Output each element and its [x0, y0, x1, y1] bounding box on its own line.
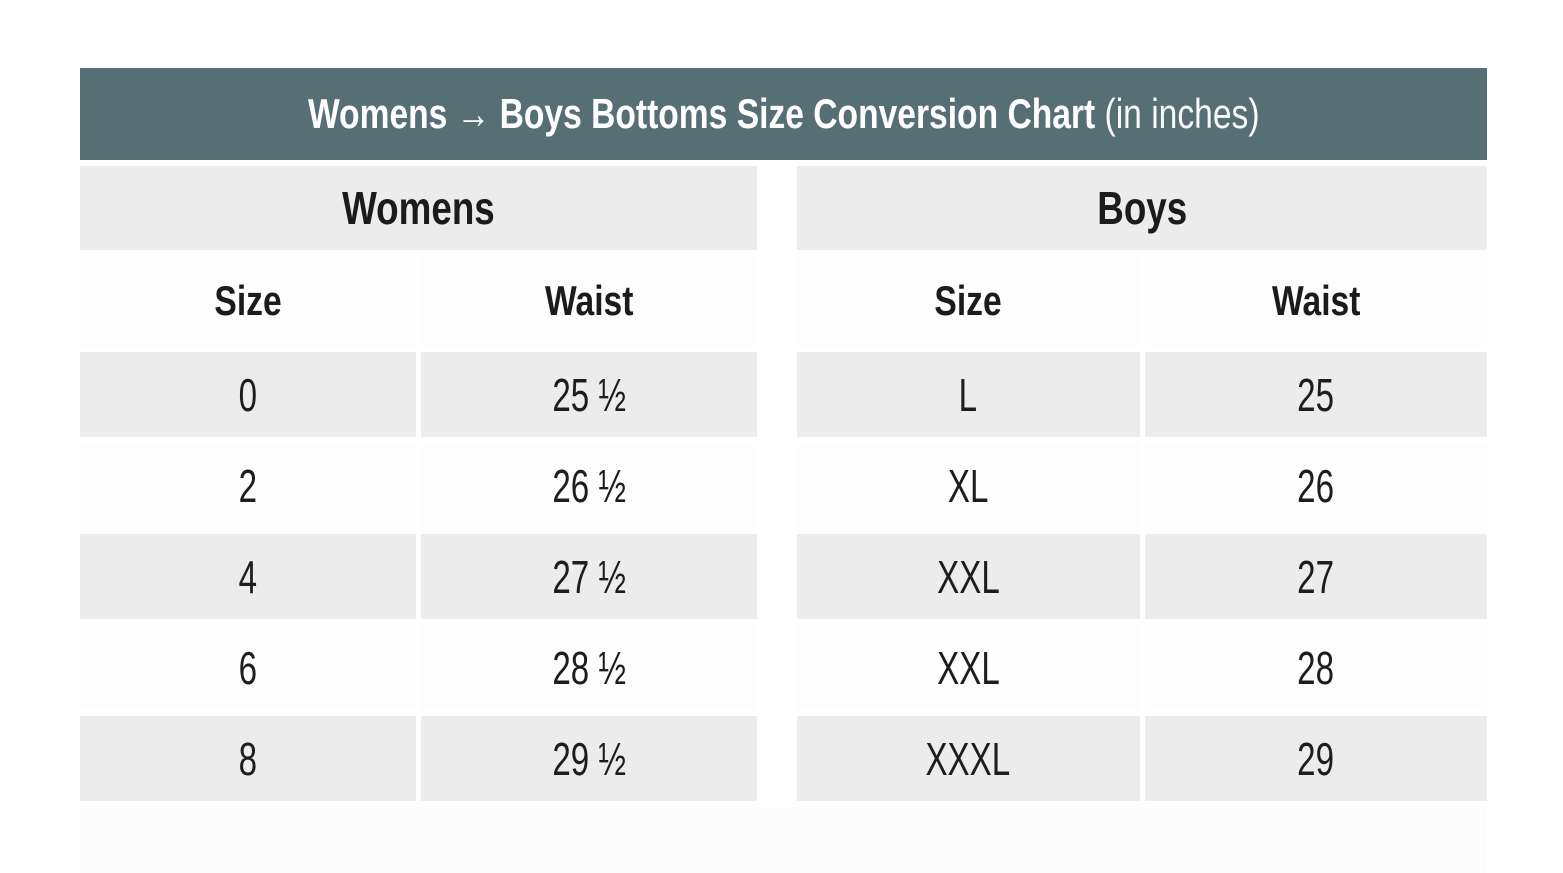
womens-size-cell: 0	[80, 352, 416, 437]
cell-value: 26 ½	[552, 459, 626, 512]
womens-size-header-cell: Size	[80, 256, 416, 346]
cell-value: 29 ½	[552, 732, 626, 785]
boys-size-cell: XXL	[797, 534, 1140, 619]
boys-waist-header-cell: Waist	[1144, 256, 1487, 346]
womens-waist-cell: 25 ½	[421, 352, 757, 437]
boys-waist-cell: 29	[1144, 716, 1487, 801]
footer-strip	[80, 807, 1487, 873]
chart-title: Womens → Boys Bottoms Size Conversion Ch…	[307, 90, 1095, 137]
womens-waist-cell: 29 ½	[421, 716, 757, 801]
cell-value: 8	[238, 732, 258, 785]
boys-waist-cell: 26	[1144, 443, 1487, 528]
boys-group-label: Boys	[1096, 182, 1187, 234]
cell-value: 0	[238, 368, 258, 421]
section-womens: Womens Size Waist 0 25 ½ 2	[80, 166, 757, 807]
womens-group-header: Womens	[80, 166, 757, 250]
table-row: XXL 27	[797, 534, 1487, 619]
cell-value: 28 ½	[552, 641, 626, 694]
boys-data-rows: L 25 XL 26 XXL 27 XXL 28	[797, 352, 1487, 801]
chart-title-bar: Womens → Boys Bottoms Size Conversion Ch…	[80, 68, 1487, 160]
womens-waist-cell: 28 ½	[421, 625, 757, 710]
boys-waist-cell: 27	[1144, 534, 1487, 619]
cell-value: 29	[1297, 732, 1335, 785]
table-row: XXL 28	[797, 625, 1487, 710]
table-row: 2 26 ½	[80, 443, 757, 528]
womens-size-cell: 6	[80, 625, 416, 710]
boys-size-cell: XXXL	[797, 716, 1140, 801]
womens-waist-cell: 26 ½	[421, 443, 757, 528]
table-row: XL 26	[797, 443, 1487, 528]
table-row: 4 27 ½	[80, 534, 757, 619]
table-row: 8 29 ½	[80, 716, 757, 801]
chart-title-line: Womens → Boys Bottoms Size Conversion Ch…	[308, 90, 1260, 138]
cell-value: 6	[238, 641, 258, 694]
cell-value: XXL	[936, 550, 1000, 603]
chart-body: Womens Size Waist 0 25 ½ 2	[80, 166, 1487, 807]
cell-value: XXXL	[925, 732, 1011, 785]
table-row: 0 25 ½	[80, 352, 757, 437]
boys-size-header-cell: Size	[797, 256, 1140, 346]
boys-size-header-label: Size	[934, 277, 1002, 324]
womens-size-cell: 8	[80, 716, 416, 801]
cell-value: 4	[238, 550, 258, 603]
cell-value: 25 ½	[552, 368, 626, 421]
boys-waist-cell: 28	[1144, 625, 1487, 710]
cell-value: XL	[947, 459, 989, 512]
table-row: 6 28 ½	[80, 625, 757, 710]
chart-title-units: (in inches)	[1104, 90, 1260, 137]
boys-column-header-row: Size Waist	[797, 256, 1487, 346]
womens-column-header-row: Size Waist	[80, 256, 757, 346]
table-row: XXXL 29	[797, 716, 1487, 801]
table-row: L 25	[797, 352, 1487, 437]
cell-value: 26	[1297, 459, 1335, 512]
size-conversion-chart: Womens → Boys Bottoms Size Conversion Ch…	[80, 68, 1487, 873]
boys-size-cell: XXL	[797, 625, 1140, 710]
boys-waist-header-label: Waist	[1271, 277, 1360, 324]
womens-data-rows: 0 25 ½ 2 26 ½ 4 27 ½ 6 28 ½	[80, 352, 757, 801]
cell-value: 2	[238, 459, 258, 512]
womens-waist-header-cell: Waist	[421, 256, 757, 346]
boys-waist-cell: 25	[1144, 352, 1487, 437]
womens-size-cell: 2	[80, 443, 416, 528]
section-boys: Boys Size Waist L 25 XL	[797, 166, 1487, 807]
womens-group-label: Womens	[342, 182, 495, 234]
boys-size-cell: XL	[797, 443, 1140, 528]
cell-value: 27 ½	[552, 550, 626, 603]
womens-waist-cell: 27 ½	[421, 534, 757, 619]
cell-value: XXL	[936, 641, 1000, 694]
womens-size-cell: 4	[80, 534, 416, 619]
boys-size-cell: L	[797, 352, 1140, 437]
cell-value: 28	[1297, 641, 1335, 694]
womens-size-header-label: Size	[214, 277, 282, 324]
boys-group-header: Boys	[797, 166, 1487, 250]
cell-value: 25	[1297, 368, 1335, 421]
womens-waist-header-label: Waist	[544, 277, 634, 324]
cell-value: L	[959, 368, 978, 421]
cell-value: 27	[1297, 550, 1335, 603]
